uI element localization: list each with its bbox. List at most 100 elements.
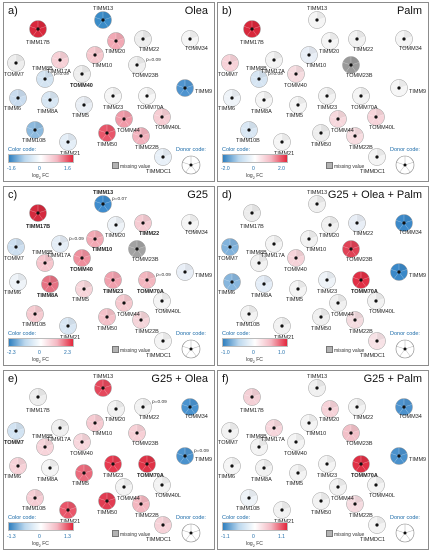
center-dot — [183, 270, 187, 274]
label-timm8a: TIMM8A — [251, 477, 272, 483]
center-dot — [145, 94, 149, 98]
donor-wedge — [296, 249, 305, 258]
label-timm5: TIMM5 — [72, 297, 90, 303]
glyph-timm13 — [94, 11, 112, 29]
label-timm22b: TIMM22B — [349, 513, 373, 519]
glyph-timm9 — [176, 79, 194, 97]
label-timm5: TIMM5 — [286, 481, 304, 487]
center-dot — [325, 278, 329, 282]
donor-wedge — [376, 476, 385, 485]
label-tomm40l: TOMM40L — [155, 493, 181, 499]
donor-wedge — [377, 148, 386, 157]
label-timm22: TIMM22 — [353, 47, 374, 53]
label-timm50: TIMM50 — [97, 326, 118, 332]
label-tomm34: TOMM34 — [399, 46, 422, 52]
donor-wedge — [50, 459, 59, 468]
donor-code-dot — [189, 531, 193, 535]
center-dot — [139, 318, 143, 322]
donor-wedge — [60, 235, 69, 244]
glyph-timm10 — [86, 46, 104, 64]
center-dot — [257, 77, 261, 81]
p-value-annotation: p=0.09 — [156, 273, 171, 278]
glyph-timm8a — [255, 459, 273, 477]
glyph-timm10b — [26, 489, 44, 507]
label-timm22: TIMM22 — [353, 231, 374, 237]
donor-wedge — [361, 271, 370, 280]
label-tomm44: TOMM44 — [331, 312, 354, 318]
center-dot — [294, 72, 298, 76]
donor-wedge — [185, 263, 194, 272]
center-dot — [328, 407, 332, 411]
donor-wedge — [113, 271, 122, 280]
glyph-timm8b — [36, 438, 54, 456]
center-dot — [262, 466, 266, 470]
label-timm5: TIMM5 — [72, 481, 90, 487]
p-value-annotation: p=0.09 — [146, 58, 161, 63]
label-timm22b: TIMM22B — [135, 513, 159, 519]
missing-value-label: missing value — [334, 164, 365, 170]
glyph-timm17b — [243, 20, 261, 38]
donor-wedge — [357, 398, 366, 407]
label-timm17a: TIMM17A — [261, 253, 285, 259]
donor-wedge — [264, 459, 273, 468]
donor-wedge — [45, 70, 54, 79]
donor-wedge — [232, 273, 241, 282]
center-dot — [105, 131, 109, 135]
label-tomm40: TOMM40 — [284, 451, 307, 457]
donor-code-divider — [190, 530, 200, 534]
panel-title: G25 + Palm — [363, 373, 422, 385]
glyph-timm50 — [312, 124, 330, 142]
donor-wedge — [16, 54, 25, 63]
center-dot — [230, 280, 234, 284]
glyph-tomm34 — [181, 30, 199, 48]
donor-wedge — [147, 87, 156, 96]
donor-code-divider — [190, 162, 200, 166]
center-dot — [183, 86, 187, 90]
donor-wedge — [38, 204, 47, 213]
label-timm8a: TIMM8A — [37, 477, 58, 483]
center-dot — [66, 508, 70, 512]
panel-label: b) — [222, 5, 232, 17]
glyph-tomm7 — [221, 238, 239, 256]
label-timmdc1: TIMMDC1 — [146, 353, 172, 359]
glyph-layer — [221, 11, 413, 166]
center-dot — [307, 421, 311, 425]
donor-code-divider — [396, 162, 406, 166]
donor-wedge — [317, 195, 326, 204]
missing-value-swatch — [112, 346, 119, 353]
glyph-layer — [7, 379, 199, 534]
color-code-label: Color code: — [8, 515, 37, 521]
center-dot — [36, 211, 40, 215]
donor-code-dot — [189, 347, 193, 351]
donor-code-glyph — [395, 155, 415, 175]
donor-wedge — [113, 87, 122, 96]
glyph-tomm70a — [352, 87, 370, 105]
glyph-tomm40 — [73, 249, 91, 267]
label-tomm70a: TOMM70A — [137, 289, 164, 295]
donor-wedge — [124, 478, 133, 487]
center-dot — [93, 237, 97, 241]
donor-wedge — [18, 457, 27, 466]
center-dot — [325, 462, 329, 466]
center-dot — [16, 280, 20, 284]
label-timm8b: TIMM8B — [32, 434, 53, 440]
donor-wedge — [404, 398, 413, 407]
donor-wedge — [38, 20, 47, 29]
panel-b: b) Palm TIMM17B TIMM13 TIMM20 TIMM22 TOMM34 TOM… — [217, 2, 429, 182]
glyph-tomm44 — [115, 478, 133, 496]
center-dot — [141, 37, 145, 41]
label-timm50: TIMM50 — [311, 326, 332, 332]
missing-value-swatch — [112, 162, 119, 169]
panel-title: G25 + Olea — [151, 373, 208, 385]
label-tomm44: TOMM44 — [117, 128, 140, 134]
donor-wedge — [309, 46, 318, 55]
label-timm9: TIMM9 — [409, 457, 427, 463]
glyph-timm5 — [75, 96, 93, 114]
label-tomm40l: TOMM40L — [369, 125, 395, 131]
glyph-timm8a — [41, 91, 59, 109]
label-timm10: TIMM10 — [306, 247, 327, 253]
donor-wedge — [330, 400, 339, 409]
center-dot — [250, 395, 254, 399]
donor-wedge — [103, 379, 112, 388]
label-timm5: TIMM5 — [286, 297, 304, 303]
